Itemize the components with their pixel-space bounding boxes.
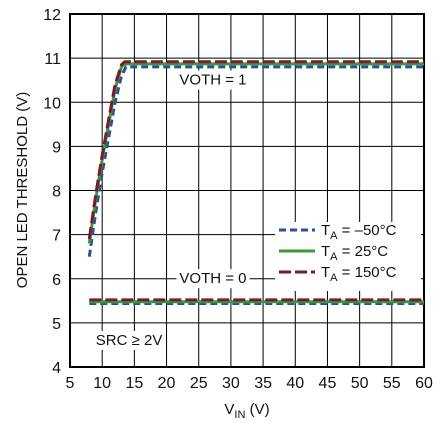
legend-label-rest: = –50°C xyxy=(338,222,397,239)
annotation-text: SRC ≥ 2V xyxy=(96,332,163,349)
legend-label-sub: A xyxy=(330,230,338,242)
annotation-text: VOTH = 0 xyxy=(179,270,246,287)
x-tick-label: 30 xyxy=(222,375,240,392)
series-line-0-0 xyxy=(87,65,424,257)
legend-label-sub: A xyxy=(330,272,338,284)
plot-frame xyxy=(69,13,425,368)
x-tick-labels: 5 10 15 20 25 30 35 40 45 50 55 60 xyxy=(66,375,433,392)
x-tick-label: 20 xyxy=(158,375,176,392)
annotation-bg xyxy=(176,269,250,289)
y-tick-label: 10 xyxy=(43,95,61,112)
x-tick-label: 5 xyxy=(66,375,75,392)
series-line-2-0 xyxy=(87,60,424,240)
annotation-text: VOTH = 1 xyxy=(179,72,246,89)
y-tick-label: 11 xyxy=(44,51,61,68)
x-axis-title-sub: IN xyxy=(234,409,245,421)
series-line-1-0 xyxy=(87,62,424,244)
legend-label-sub: A xyxy=(330,251,338,263)
annotation: VOTH = 0 xyxy=(176,269,250,289)
x-tick-label: 40 xyxy=(286,375,304,392)
x-tick-label: 10 xyxy=(93,375,111,392)
x-axis-title-main: V xyxy=(224,401,234,418)
x-axis-title: VIN (V) xyxy=(224,401,269,421)
annotation: VOTH = 1 xyxy=(176,70,250,90)
series-lines xyxy=(87,60,424,305)
y-tick-label: 6 xyxy=(52,272,61,289)
x-tick-label: 45 xyxy=(319,375,337,392)
y-tick-label: 8 xyxy=(52,184,61,201)
annotation-bg xyxy=(176,70,250,90)
legend: TA = –50°CTA = 25°CTA = 150°C xyxy=(275,222,421,291)
legend-label-main: T xyxy=(321,243,330,260)
legend-label-rest: = 150°C xyxy=(338,264,397,281)
y-tick-label: 12 xyxy=(43,7,61,24)
y-tick-label: 4 xyxy=(52,360,61,377)
annotation: SRC ≥ 2V xyxy=(92,330,166,350)
x-tick-label: 15 xyxy=(125,375,143,392)
x-tick-label: 35 xyxy=(254,375,272,392)
legend-label: TA = –50°C xyxy=(321,222,397,242)
legend-label-rest: = 25°C xyxy=(338,243,389,260)
y-tick-label: 7 xyxy=(52,228,61,245)
legend-label: TA = 150°C xyxy=(321,264,397,284)
annotation-bg xyxy=(92,330,166,350)
y-tick-label: 9 xyxy=(52,139,61,156)
annotations: VOTH = 1 VOTH = 0 SRC ≥ 2V xyxy=(92,70,250,350)
x-tick-label: 55 xyxy=(383,375,401,392)
legend-label-main: T xyxy=(321,264,330,281)
legend-label: TA = 25°C xyxy=(321,243,388,263)
legend-label-main: T xyxy=(321,222,330,239)
x-axis-title-unit: (V) xyxy=(245,401,269,418)
legend-background xyxy=(275,222,421,291)
y-tick-label: 5 xyxy=(52,316,61,333)
x-tick-label: 25 xyxy=(190,375,208,392)
x-tick-label: 50 xyxy=(351,375,369,392)
y-tick-labels: 4 5 6 7 8 9 10 11 12 xyxy=(43,7,61,377)
x-tick-label: 60 xyxy=(415,375,433,392)
y-axis-title: OPEN LED THRESHOLD (V) xyxy=(14,92,31,288)
